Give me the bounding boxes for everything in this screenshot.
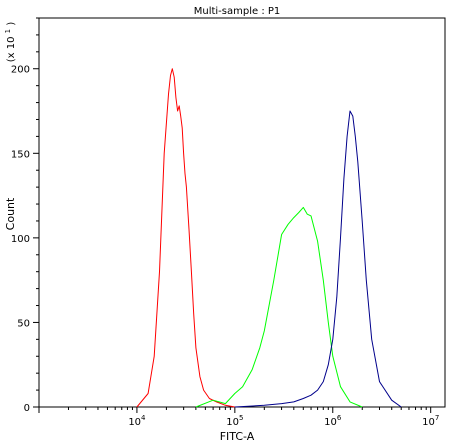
x-tick-base: 10 (324, 417, 337, 428)
y-tick-label: 150 (11, 149, 30, 160)
plot-frame (38, 17, 446, 408)
x-tick-base: 10 (128, 417, 141, 428)
series-line-2 (195, 206, 363, 408)
series-line-1 (136, 68, 235, 408)
y-tick-label: 200 (11, 65, 30, 76)
y-multiplier-label: (x 10 1 ) (2, 22, 17, 63)
y-axis-label: Count (4, 197, 17, 230)
x-tick-exponent: 4 (141, 414, 146, 422)
y-multiplier-suffix: ) (6, 22, 17, 26)
x-tick-base: 10 (226, 417, 239, 428)
y-multiplier-exponent: 1 (4, 29, 12, 33)
x-tick-label: 104 (128, 414, 146, 428)
y-tick-label: 100 (11, 234, 30, 245)
y-tick-label: 50 (17, 318, 30, 329)
x-tick-label: 107 (422, 414, 439, 428)
x-tick-label: 106 (324, 414, 342, 428)
chart-title: Multi-sample : P1 (194, 6, 281, 17)
x-tick-exponent: 5 (239, 414, 243, 422)
x-tick-exponent: 7 (435, 414, 439, 422)
x-tick-label: 105 (226, 414, 243, 428)
x-tick-base: 10 (422, 417, 435, 428)
series-line-3 (234, 110, 402, 408)
x-tick-exponent: 6 (337, 414, 342, 422)
y-tick-label: 0 (24, 403, 30, 414)
x-axis-label: FITC-A (220, 430, 255, 443)
y-multiplier-prefix: (x 10 (6, 37, 17, 63)
